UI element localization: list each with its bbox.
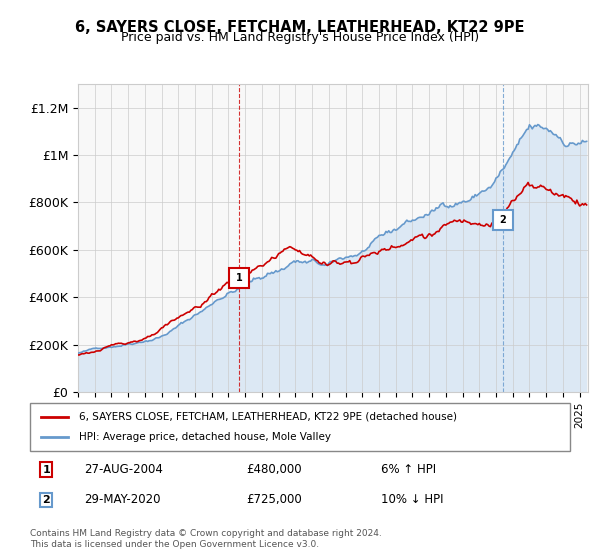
Text: HPI: Average price, detached house, Mole Valley: HPI: Average price, detached house, Mole… [79, 432, 331, 442]
Text: Price paid vs. HM Land Registry's House Price Index (HPI): Price paid vs. HM Land Registry's House … [121, 31, 479, 44]
Text: 6, SAYERS CLOSE, FETCHAM, LEATHERHEAD, KT22 9PE: 6, SAYERS CLOSE, FETCHAM, LEATHERHEAD, K… [75, 20, 525, 35]
Text: 6, SAYERS CLOSE, FETCHAM, LEATHERHEAD, KT22 9PE (detached house): 6, SAYERS CLOSE, FETCHAM, LEATHERHEAD, K… [79, 412, 457, 422]
Text: 1: 1 [43, 465, 50, 475]
Text: 29-MAY-2020: 29-MAY-2020 [84, 493, 161, 506]
Text: 27-AUG-2004: 27-AUG-2004 [84, 463, 163, 476]
Text: £725,000: £725,000 [246, 493, 302, 506]
Text: 10% ↓ HPI: 10% ↓ HPI [381, 493, 443, 506]
FancyBboxPatch shape [30, 403, 570, 451]
Text: 6% ↑ HPI: 6% ↑ HPI [381, 463, 436, 476]
Text: 2: 2 [43, 495, 50, 505]
Text: Contains HM Land Registry data © Crown copyright and database right 2024.
This d: Contains HM Land Registry data © Crown c… [30, 529, 382, 549]
Text: 2: 2 [499, 215, 506, 225]
Text: 1: 1 [236, 273, 243, 283]
Text: £480,000: £480,000 [246, 463, 302, 476]
